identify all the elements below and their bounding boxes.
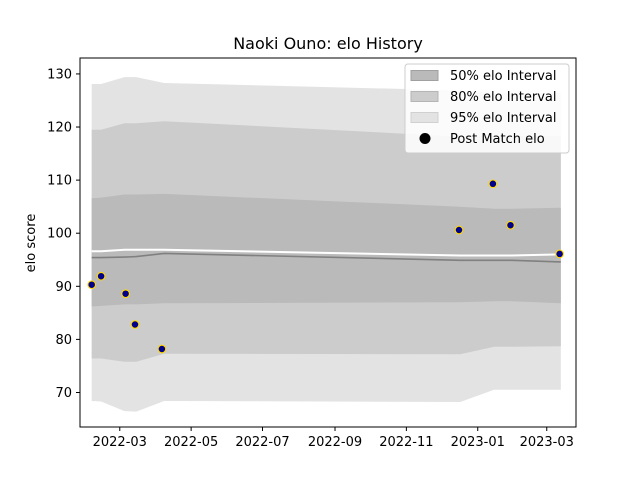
prior-elo-line [91,248,561,257]
legend-swatch [410,70,439,81]
y-tick-label: 70 [55,386,72,401]
legend-label: Post Match elo [450,132,545,147]
x-tick-label: 2022-07 [235,435,289,450]
x-tick-label: 2022-09 [308,435,362,450]
x-tick-label: 2023-03 [520,435,574,450]
post-match-point [506,220,515,230]
plot-frame [79,57,577,428]
post-match-point [87,280,97,290]
x-tick-label: 2023-01 [451,435,505,450]
y-tick-label: 90 [55,280,72,295]
y-axis-label: elo score [24,214,39,273]
post-match-point [96,271,106,281]
post-match-point [121,289,130,299]
post-match-point [555,249,564,259]
legend-label: 50% elo Interval [450,69,557,84]
chart-title: Naoki Ouno: elo History [233,34,423,53]
legend-swatch [410,91,439,102]
y-tick-label: 110 [47,174,72,189]
legend-label: 95% elo Interval [450,111,557,126]
legend-label: 80% elo Interval [450,90,557,105]
x-tick-label: 2022-03 [93,435,147,450]
legend-box [404,63,570,154]
post-match-point [130,320,140,329]
post-match-point [454,225,464,235]
y-tick-label: 100 [47,227,72,242]
post-match-point [157,344,167,354]
y-tick-label: 80 [55,333,72,348]
y-tick-label: 120 [47,121,72,136]
plot-area [87,77,564,412]
legend-marker [419,133,431,144]
band-50-interval [91,193,561,307]
x-tick-label: 2022-05 [164,435,218,450]
legend: 50% elo Interval 80% elo Interval 95% elo … [404,63,570,154]
axes: 70 80 90 100 110 120 130 2022-03 2022-05 2022-07 2… [47,57,577,450]
x-tick-label: 2022-11 [379,435,433,450]
mean-elo-line [91,252,561,263]
post-match-point [488,179,498,189]
y-tick-label: 130 [47,67,72,82]
legend-swatch [410,112,439,123]
